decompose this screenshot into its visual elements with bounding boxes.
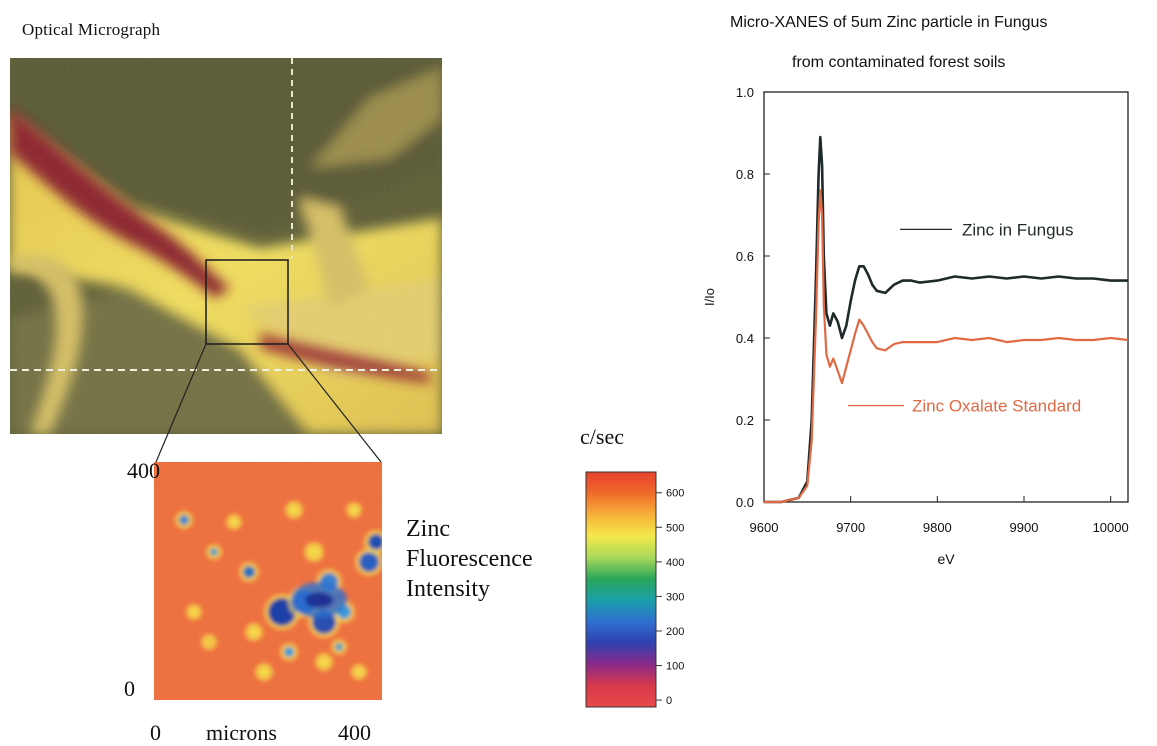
- y-tick-label: 0.8: [736, 167, 754, 182]
- y-tick-label: 0.4: [736, 331, 754, 346]
- y-tick-label: 0.2: [736, 413, 754, 428]
- chart-title: Micro-XANES of 5um Zinc particle in Fung…: [730, 14, 1048, 31]
- colorbar-tick-label: 500: [666, 522, 684, 534]
- plot-frame: [763, 91, 1129, 503]
- colorbar: 600 500 400 300 200 100 0: [585, 471, 684, 708]
- legend-label-1: Zinc in Fungus: [962, 220, 1074, 239]
- x-tick-label: 9600: [750, 520, 779, 535]
- y-tick-label: 0.0: [736, 495, 754, 510]
- x-tick-label: 10000: [1093, 520, 1129, 535]
- series-line-1: [764, 135, 1128, 504]
- colorbar-tick-label: 100: [666, 661, 684, 673]
- colorbar-tick-label: 400: [666, 557, 684, 569]
- micrograph-title: Optical Micrograph: [22, 20, 161, 39]
- optical-micrograph-image: [10, 58, 442, 434]
- colorbar-tick-label: 300: [666, 591, 684, 603]
- xanes-chart: 0.0 0.2 0.4 0.6 0.8 1.0 9600 9700 9800 9900 10000 e…: [702, 85, 1129, 567]
- y-tick-label: 0.6: [736, 249, 754, 264]
- x-axis-label: eV: [937, 551, 955, 567]
- x-tick-label: 9800: [923, 520, 952, 535]
- y-tick-label: 1.0: [736, 85, 754, 100]
- map-caption-line-3: Intensity: [406, 576, 490, 602]
- y-axis-label: I/Io: [702, 288, 717, 306]
- colorbar-tick-label: 0: [666, 695, 672, 707]
- zinc-fluorescence-map: [154, 462, 382, 700]
- colorbar-tick-label: 200: [666, 626, 684, 638]
- x-tick-label: 9900: [1010, 520, 1039, 535]
- map-caption: Zinc Fluorescence Intensity: [406, 514, 533, 604]
- legend-label-2: Zinc Oxalate Standard: [912, 397, 1081, 416]
- map-caption-line-1: Zinc: [406, 516, 450, 542]
- map-x-label: microns: [206, 720, 277, 745]
- colorbar-title: c/sec: [580, 424, 624, 449]
- map-x-tick-0: 0: [150, 720, 161, 745]
- map-caption-line-2: Fluorescence: [406, 546, 533, 572]
- series-line-2: [764, 189, 1129, 504]
- map-x-tick-400: 400: [338, 720, 371, 745]
- map-y-tick-0: 0: [124, 676, 135, 701]
- chart-subtitle: from contaminated forest soils: [792, 54, 1006, 71]
- x-tick-label: 9700: [836, 520, 865, 535]
- map-y-tick-400: 400: [127, 458, 160, 483]
- colorbar-tick-label: 600: [666, 488, 684, 500]
